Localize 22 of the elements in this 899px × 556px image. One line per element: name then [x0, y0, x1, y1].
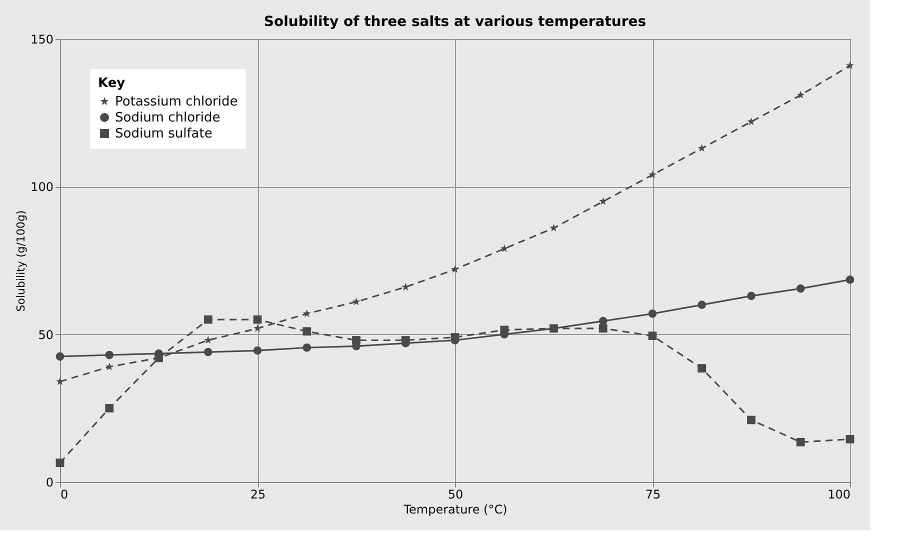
- y-tick-label: 0: [46, 476, 54, 490]
- chart-title: Solubility of three salts at various temperatures: [264, 14, 646, 30]
- x-tick-label: 100: [828, 488, 850, 502]
- x-tick-label: 25: [250, 488, 266, 502]
- point: [302, 327, 312, 336]
- x-tick-label: 50: [448, 488, 464, 502]
- x-axis-title: Temperature (°C): [402, 502, 508, 516]
- x-tick-label: 0: [60, 488, 68, 502]
- legend-label: Potassium chloride: [115, 94, 238, 110]
- point: [846, 434, 854, 444]
- y-tick-label: 150: [30, 32, 54, 46]
- point: [352, 336, 360, 344]
- point: [500, 244, 508, 252]
- point: [796, 438, 805, 446]
- y-tick-label: 50: [38, 328, 54, 342]
- y-tick-label: 100: [30, 180, 54, 194]
- x-tick-label: 75: [645, 488, 661, 502]
- legend-label: Sodium chloride: [115, 110, 220, 126]
- legend-label: Sodium sulfate: [115, 126, 212, 142]
- y-axis-title: Solubility (g/100g): [14, 210, 28, 312]
- point: [599, 197, 608, 205]
- legend-title: Key: [98, 76, 126, 91]
